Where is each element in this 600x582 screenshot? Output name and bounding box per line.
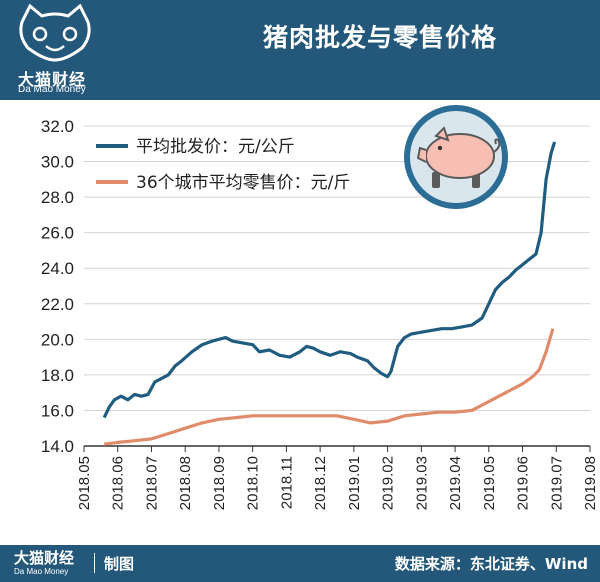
gridlines <box>84 125 590 447</box>
y-tick-label: 16.0 <box>41 401 74 420</box>
x-tick-label: 2019.07 <box>548 456 565 510</box>
header-banner: 大猫财经 Da Mao Money 猪肉批发与零售价格 <box>0 0 600 100</box>
series-line-retail <box>103 328 555 446</box>
x-tick-label: 2019.08 <box>582 456 599 510</box>
x-tick-label: 2019.03 <box>413 456 430 510</box>
series-lines <box>102 141 557 446</box>
y-tick-label: 24.0 <box>41 259 74 278</box>
legend: 平均批发价：元/公斤 36个城市平均零售价：元/斤 <box>96 137 350 193</box>
x-tick-label: 2019.04 <box>447 456 464 510</box>
y-tick-label: 18.0 <box>41 366 74 385</box>
x-tick-label: 2018.07 <box>143 456 160 510</box>
brand-name-en: Da Mao Money <box>18 84 86 95</box>
x-tick-label: 2018.08 <box>177 456 194 510</box>
y-tick-label: 30.0 <box>41 153 74 172</box>
y-tick-label: 22.0 <box>41 295 74 314</box>
x-tick-label: 2018.12 <box>312 456 329 510</box>
series-line-wholesale <box>102 141 557 419</box>
x-tick-label: 2018.10 <box>245 456 262 510</box>
x-tick-label: 2018.11 <box>278 456 295 509</box>
y-tick-label: 20.0 <box>41 330 74 349</box>
footer-source: 数据来源：东北证券、Wind <box>394 555 588 573</box>
price-line-chart: 14.0 16.0 18.0 20.0 22.0 24.0 26.0 28.0 30.0 32.0… <box>41 105 599 510</box>
footer-brand-en: Da Mao Money <box>14 567 69 576</box>
x-tick-label: 2018.06 <box>110 456 127 510</box>
x-tick-label: 2018.09 <box>211 456 228 510</box>
x-axis-ticks: 2018.05 2018.06 2018.07 2018.08 2018.09 2018.… <box>76 446 599 510</box>
cat-face-icon <box>19 3 91 62</box>
y-tick-label: 32.0 <box>41 117 74 136</box>
y-tick-label: 14.0 <box>41 437 74 456</box>
footer-brand-cn: 大猫财经 <box>14 549 75 567</box>
footer-made-by: 制图 <box>104 555 135 573</box>
legend-label: 36个城市平均零售价：元/斤 <box>136 173 350 193</box>
page-title: 猪肉批发与零售价格 <box>262 23 497 52</box>
x-tick-label: 2019.05 <box>481 456 498 510</box>
footer-divider <box>94 553 95 573</box>
x-tick-label: 2019.02 <box>380 456 397 510</box>
y-tick-label: 28.0 <box>41 188 74 207</box>
brand-name-cn: 大猫财经 <box>18 70 87 89</box>
pig-icon <box>404 105 508 209</box>
x-tick-label: 2019.06 <box>515 456 532 510</box>
x-tick-label: 2018.05 <box>76 456 93 510</box>
legend-label: 平均批发价：元/公斤 <box>136 137 295 157</box>
y-tick-label: 26.0 <box>41 224 74 243</box>
x-tick-label: 2019.01 <box>346 456 363 510</box>
footer-bar: 大猫财经 Da Mao Money 制图 数据来源：东北证券、Wind <box>0 545 600 582</box>
y-axis-ticks: 14.0 16.0 18.0 20.0 22.0 24.0 26.0 28.0 30.0 32.0 <box>41 117 74 456</box>
